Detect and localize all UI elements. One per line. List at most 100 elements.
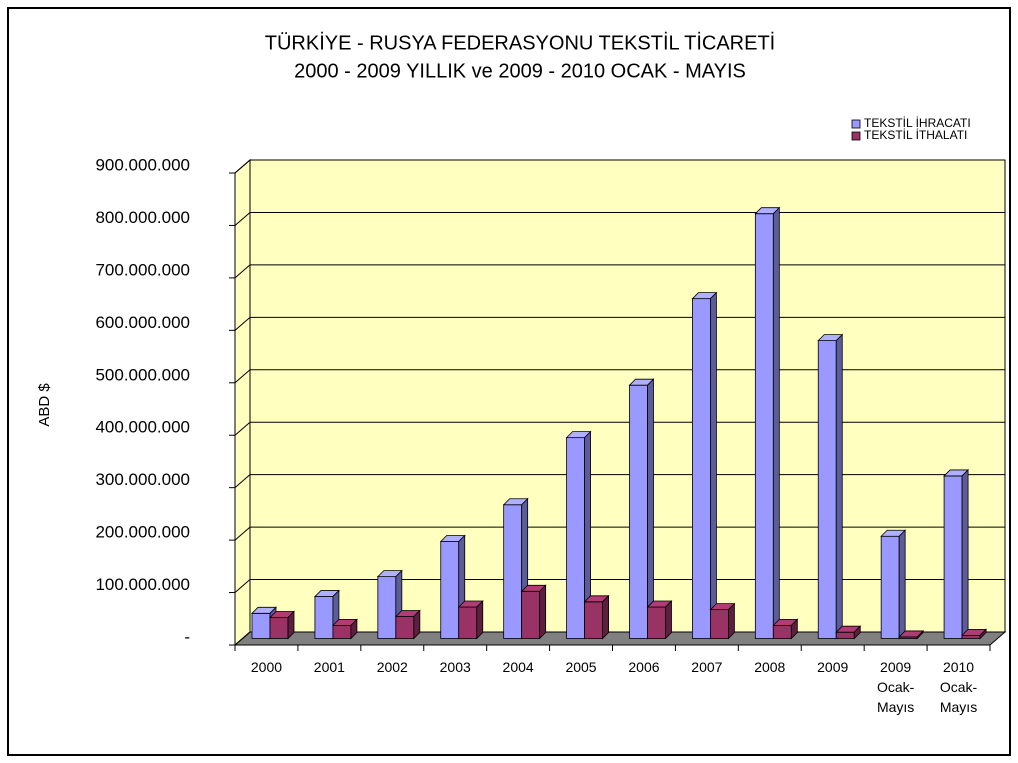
bar-front	[692, 298, 711, 639]
grid-line	[234, 316, 1005, 331]
legend-label: TEKSTİL İTHALATI	[864, 128, 967, 142]
bar-front	[754, 213, 774, 639]
bar-side	[665, 600, 672, 640]
x-tick-label: 2001	[313, 659, 345, 675]
side-wall	[234, 158, 251, 647]
grid-line	[234, 369, 1005, 384]
bar	[943, 468, 970, 640]
bar-side	[961, 468, 969, 640]
bar	[394, 609, 421, 640]
bar-front	[647, 606, 666, 639]
x-tick-label: 2004	[502, 659, 534, 675]
bar-side	[772, 206, 780, 640]
x-tick-label: 2009 Ocak-Mayıs	[876, 659, 915, 715]
bar	[269, 610, 295, 640]
bar-front	[835, 631, 855, 639]
x-tick-label: 2007	[691, 659, 723, 675]
grid-line	[234, 631, 1005, 646]
x-tick-label: 2000	[250, 659, 283, 675]
bar	[457, 600, 484, 640]
bar	[898, 629, 925, 640]
y-tick-label: 500.000.000	[95, 365, 190, 384]
bar-side	[728, 602, 735, 640]
grid-line	[234, 526, 1005, 541]
bar	[583, 594, 610, 640]
bar-front	[817, 340, 837, 639]
bar-front	[332, 624, 352, 639]
bar-side	[916, 629, 924, 640]
x-tick-label: 2005	[565, 659, 597, 675]
bar	[331, 618, 358, 640]
bar-side	[287, 610, 295, 640]
x-tick-label: 2002	[376, 659, 408, 675]
bar-side	[710, 291, 717, 640]
grid-line	[234, 421, 1005, 436]
legend-label: TEKSTİL İHRACATI	[864, 116, 971, 130]
bar	[376, 569, 403, 640]
bar	[691, 291, 718, 640]
bar	[817, 333, 844, 640]
x-tick-label: 2003	[439, 659, 471, 675]
bar-front	[440, 541, 460, 639]
bar-side	[413, 609, 421, 640]
bar-front	[880, 535, 900, 639]
chart-subtitle: 2000 - 2009 YILLIK ve 2009 - 2010 OCAK -…	[294, 60, 746, 82]
bar	[439, 534, 466, 640]
bar-side	[647, 378, 654, 640]
bar-front	[943, 475, 963, 639]
bar-side	[790, 618, 798, 640]
bar	[880, 529, 907, 640]
bar	[835, 625, 862, 640]
y-axis-label: ABD $	[36, 383, 53, 427]
bar-front	[458, 606, 478, 639]
bar	[754, 206, 781, 640]
bar-side	[835, 333, 843, 640]
bar-front	[377, 576, 397, 639]
bar-side	[979, 628, 987, 640]
bar-front	[566, 437, 585, 639]
x-tick-label: 2010 Ocak-Mayıs	[939, 659, 978, 715]
bar	[646, 600, 673, 640]
y-tick-label: 800.000.000	[95, 208, 190, 227]
y-tick-label: 400.000.000	[95, 418, 190, 437]
bar-front	[961, 634, 981, 639]
x-tick-label: 2006	[628, 659, 660, 675]
bar	[520, 584, 547, 640]
bar-front	[314, 596, 334, 639]
bar-front	[521, 590, 541, 639]
y-tick-label: -	[184, 627, 190, 646]
grid-line	[234, 474, 1005, 489]
bar-side	[539, 584, 547, 640]
grid-line	[234, 159, 1005, 174]
y-tick-label: 200.000.000	[95, 523, 190, 542]
bar	[628, 378, 655, 640]
grid-line	[234, 211, 1005, 226]
back-wall	[249, 159, 1006, 633]
bar	[709, 602, 736, 640]
bar-side	[476, 600, 484, 640]
y-tick-label: 600.000.000	[95, 313, 190, 332]
legend-swatch	[851, 119, 861, 129]
bar-front	[584, 601, 603, 639]
bar	[961, 628, 988, 640]
y-tick-label: 700.000.000	[95, 260, 190, 279]
y-tick-label: 100.000.000	[95, 575, 190, 594]
bar-side	[602, 594, 609, 640]
bar-front	[772, 624, 792, 639]
bar-side	[898, 529, 906, 640]
legend-swatch	[851, 131, 861, 141]
bar-side	[853, 625, 861, 640]
bar-front	[710, 609, 729, 639]
bar-front	[269, 617, 289, 639]
bar-front	[503, 504, 523, 639]
bar-front	[395, 616, 415, 639]
bar-side	[350, 618, 358, 640]
y-tick-label: 900.000.000	[95, 155, 190, 174]
grid-line	[234, 264, 1005, 279]
y-tick-label: 300.000.000	[95, 470, 190, 489]
x-tick-label: 2008	[754, 659, 786, 675]
bar	[565, 430, 592, 640]
chart-title: TÜRKİYE - RUSYA FEDERASYONU TEKSTİL TİCA…	[265, 31, 775, 54]
